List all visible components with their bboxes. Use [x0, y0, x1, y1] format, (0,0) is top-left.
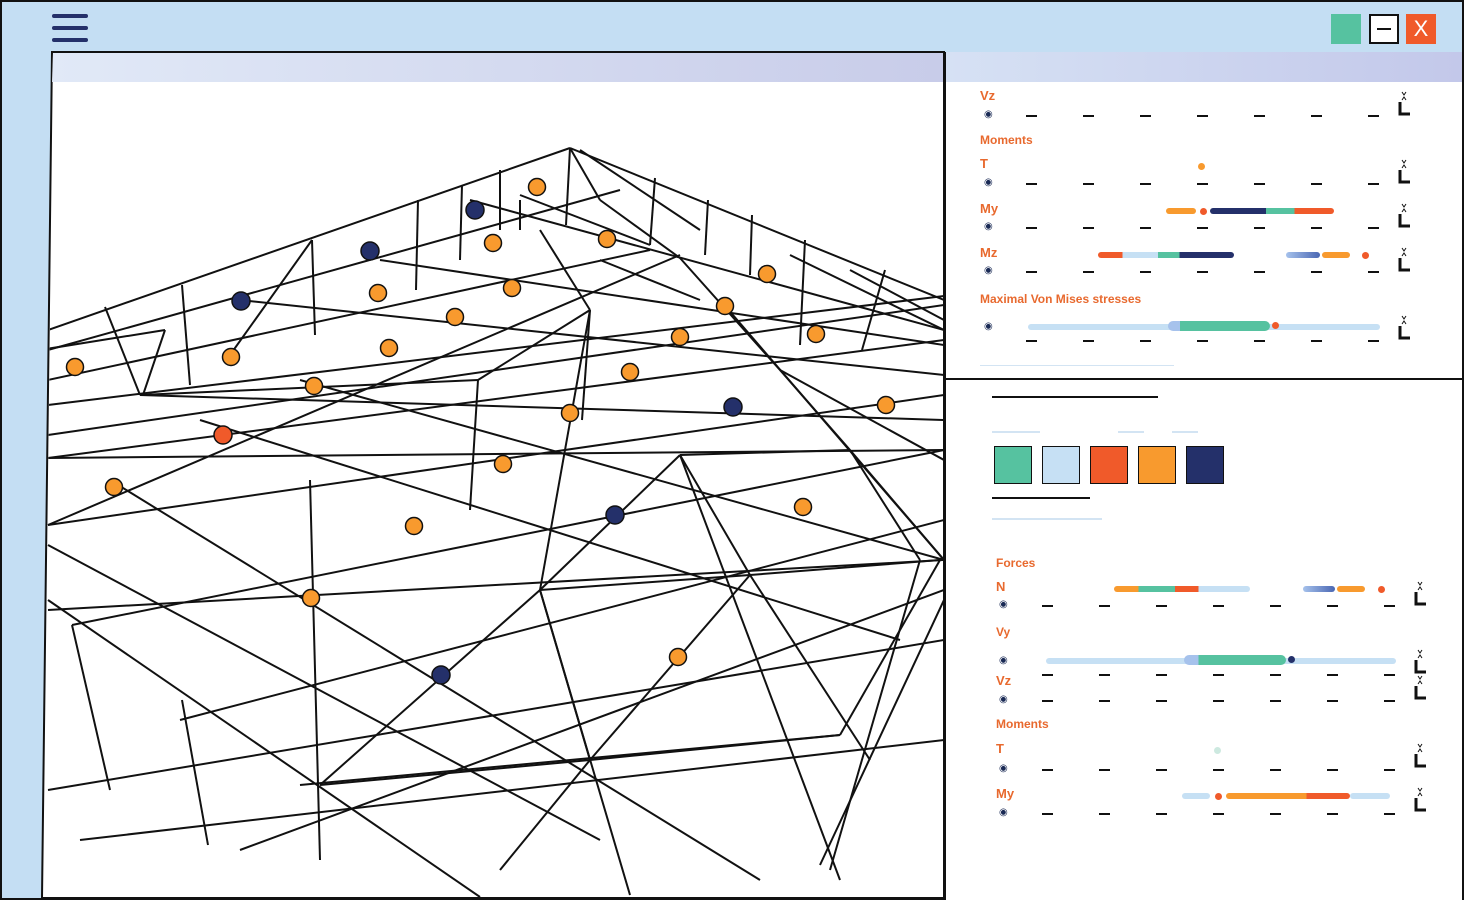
value-track — [1042, 700, 1414, 702]
range-bar — [1322, 252, 1350, 258]
minimize-button[interactable] — [1369, 14, 1399, 44]
collapse-icon[interactable] — [1398, 90, 1412, 116]
value-marker — [1200, 208, 1207, 215]
eye-icon[interactable]: ◉ — [984, 221, 993, 232]
maximize-button[interactable] — [1331, 14, 1361, 44]
range-bar — [1184, 655, 1286, 665]
range-bar — [1226, 793, 1350, 799]
tab-indicator — [1172, 431, 1198, 433]
range-bar — [1303, 586, 1335, 592]
value-track — [1026, 227, 1398, 229]
tab-indicator — [1118, 431, 1144, 433]
range-bar — [1337, 586, 1365, 592]
range-bar — [1098, 252, 1234, 258]
section-forces: Forces — [996, 556, 1036, 570]
row-label-n: N — [996, 579, 1006, 594]
swatch-light-blue[interactable] — [1042, 446, 1080, 484]
collapse-icon[interactable] — [1398, 314, 1412, 340]
value-track — [1026, 271, 1398, 273]
value-track — [1042, 674, 1414, 676]
value-marker — [1272, 322, 1279, 329]
row-label-mz: Mz — [980, 245, 998, 260]
collapse-icon[interactable] — [1414, 648, 1428, 674]
range-bar — [1114, 586, 1250, 592]
range-bar — [1166, 208, 1196, 214]
swatch-navy[interactable] — [1186, 446, 1224, 484]
collapse-icon[interactable] — [1414, 786, 1428, 812]
row-label-vy: Vy — [996, 625, 1011, 639]
value-track — [1026, 183, 1398, 185]
row-label-my: My — [996, 786, 1015, 801]
results-panel-top: Vz ◉ Moments T ◉ My ◉ Mz ◉ Maximal Von M… — [944, 52, 1462, 380]
swatch-teal[interactable] — [994, 446, 1032, 484]
collapse-icon[interactable] — [1414, 580, 1428, 606]
collapse-icon[interactable] — [1414, 742, 1428, 768]
eye-icon[interactable]: ◉ — [984, 177, 993, 188]
section-moments: Moments — [996, 717, 1049, 731]
range-bar — [1210, 208, 1334, 214]
collapse-icon[interactable] — [1398, 202, 1412, 228]
row-label-my: My — [980, 201, 999, 216]
divider — [992, 497, 1090, 499]
range-bar — [1182, 793, 1210, 799]
value-track — [1026, 340, 1398, 342]
divider — [992, 396, 1158, 398]
value-marker — [1214, 747, 1221, 754]
value-marker — [1288, 656, 1295, 663]
value-marker — [1378, 586, 1385, 593]
results-panel-bottom: Forces N ◉ Vy ◉ Vz ◉ Moments T ◉ My ◉ — [944, 380, 1462, 900]
eye-icon[interactable]: ◉ — [984, 265, 993, 276]
collapse-icon[interactable] — [1398, 246, 1412, 272]
hamburger-icon[interactable] — [52, 14, 90, 46]
eye-icon[interactable]: ◉ — [984, 109, 993, 120]
value-marker — [1215, 793, 1222, 800]
close-button[interactable]: X — [1406, 14, 1436, 44]
value-track — [1042, 813, 1414, 815]
eye-icon[interactable]: ◉ — [984, 321, 993, 332]
section-von-mises: Maximal Von Mises stresses — [980, 292, 1142, 306]
swatch-red-orange[interactable] — [1090, 446, 1128, 484]
eye-icon[interactable]: ◉ — [999, 763, 1008, 774]
divider — [980, 365, 1174, 366]
collapse-icon[interactable] — [1398, 158, 1412, 184]
stress-bar — [1168, 321, 1270, 331]
row-label-t: T — [980, 156, 988, 171]
eye-icon[interactable]: ◉ — [999, 807, 1008, 818]
value-track — [1042, 769, 1414, 771]
collapse-icon[interactable] — [1414, 674, 1428, 700]
swatch-orange[interactable] — [1138, 446, 1176, 484]
row-label-vz: Vz — [980, 88, 996, 103]
value-track — [1042, 605, 1414, 607]
divider — [992, 518, 1102, 520]
value-marker — [1198, 163, 1205, 170]
value-track — [1026, 115, 1398, 117]
section-moments: Moments — [980, 133, 1033, 147]
range-bar — [1286, 252, 1320, 258]
tab-indicator — [992, 431, 1040, 433]
eye-icon[interactable]: ◉ — [999, 694, 1008, 705]
range-bar — [1350, 793, 1390, 799]
panel-header — [946, 52, 1462, 82]
eye-icon[interactable]: ◉ — [999, 599, 1008, 610]
eye-icon[interactable]: ◉ — [999, 655, 1008, 666]
value-marker — [1362, 252, 1369, 259]
row-label-t: T — [996, 741, 1004, 756]
row-label-vz: Vz — [996, 673, 1012, 688]
